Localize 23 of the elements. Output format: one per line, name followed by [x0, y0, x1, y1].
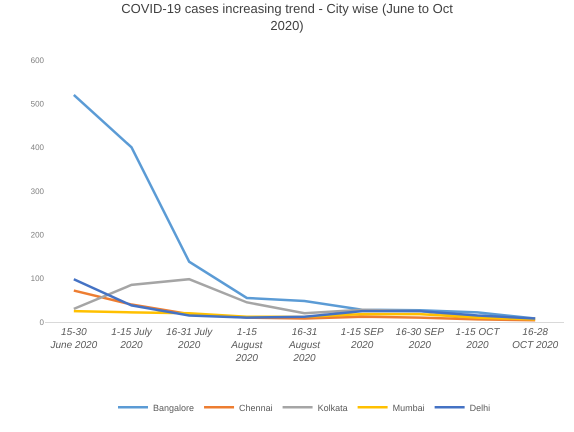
- x-tick-label: 1-15 SEP 2020: [340, 327, 384, 351]
- x-tick-label: 1-15 OCT 2020: [456, 327, 500, 351]
- x-tick-label: 16-31 August 2020: [288, 327, 322, 364]
- legend-label: Delhi: [470, 402, 490, 413]
- y-tick-label: 500: [30, 99, 45, 108]
- y-tick-label: 400: [30, 143, 45, 152]
- legend-label: Bangalore: [153, 402, 194, 413]
- y-tick-label: 300: [30, 186, 45, 196]
- line-series: [72, 278, 536, 320]
- x-tick-label: 16-28 OCT 2020: [512, 327, 559, 351]
- y-tick-label: 0: [40, 318, 45, 327]
- chart-title: COVID-19 cases increasing trend - City wise (June to Oct 2020): [121, 0, 454, 33]
- y-tick-label: 600: [30, 56, 45, 65]
- x-tick-label: 16-30 SEP 2020: [396, 327, 444, 351]
- legend-label: Mumbai: [392, 402, 425, 413]
- legend-label: Chennai: [239, 402, 273, 413]
- legend-label: Kolkata: [318, 402, 348, 413]
- y-tick-label: 200: [30, 230, 45, 240]
- x-tick-label: 16-31 July 2020: [166, 327, 214, 351]
- x-tick-label: 1-15 August 2020: [230, 327, 264, 364]
- x-tick-label: 1-15 July 2020: [111, 327, 153, 351]
- y-tick-label: 100: [30, 274, 45, 284]
- x-tick-label: 15-30 June 2020: [49, 327, 98, 351]
